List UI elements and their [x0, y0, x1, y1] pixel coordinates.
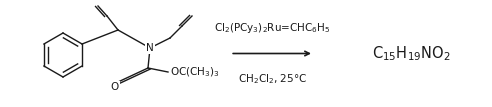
Text: C$_{15}$H$_{19}$NO$_2$: C$_{15}$H$_{19}$NO$_2$: [371, 44, 450, 63]
Text: Cl$_2$(PCy$_3$)$_2$Ru=CHC$_6$H$_5$: Cl$_2$(PCy$_3$)$_2$Ru=CHC$_6$H$_5$: [214, 21, 330, 35]
Text: OC(CH$_3$)$_3$: OC(CH$_3$)$_3$: [170, 65, 220, 79]
Text: O: O: [111, 82, 119, 92]
Text: CH$_2$Cl$_2$, 25°C: CH$_2$Cl$_2$, 25°C: [238, 72, 307, 86]
Text: N: N: [146, 43, 154, 53]
